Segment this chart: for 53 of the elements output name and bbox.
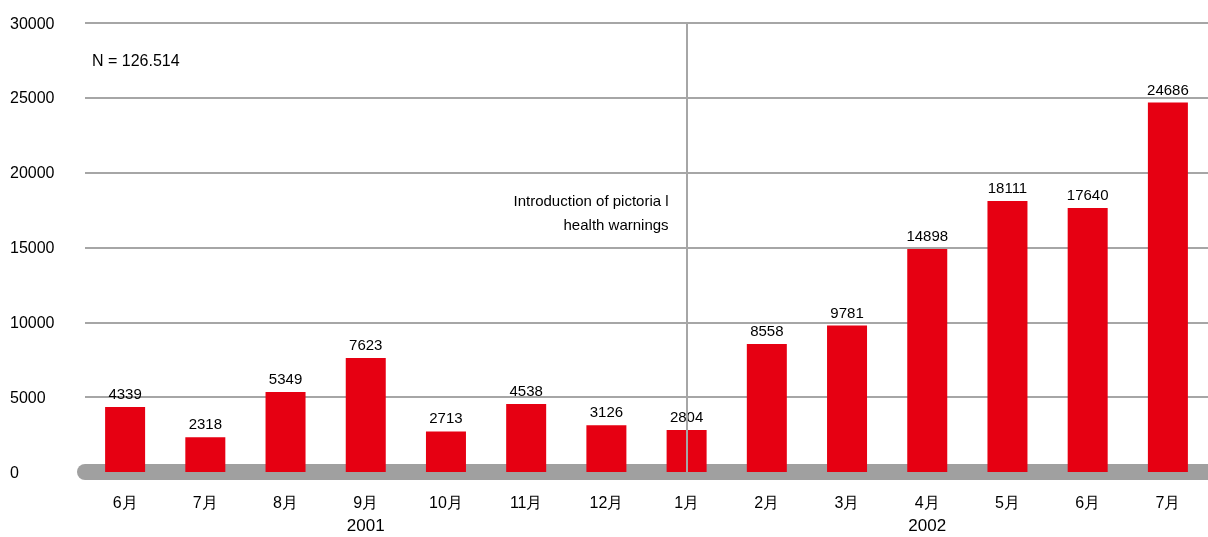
x-tick-label: 7月 — [192, 493, 218, 511]
bar — [345, 357, 386, 472]
data-label: 24686 — [1147, 80, 1189, 98]
bar — [105, 407, 146, 472]
data-label: 5349 — [268, 369, 303, 387]
x-tick-label: 2月 — [754, 493, 780, 511]
y-tick-label: 10000 — [10, 313, 55, 331]
bar — [265, 391, 306, 472]
y-tick-label: 30000 — [10, 14, 55, 32]
x-tick-label: 3月 — [834, 493, 860, 511]
data-label: 7623 — [349, 335, 383, 353]
bar — [987, 200, 1028, 472]
data-label: 2713 — [429, 409, 463, 427]
data-label: 2318 — [188, 415, 223, 433]
x-tick-label: 9月 — [353, 493, 379, 511]
y-tick-label: 20000 — [10, 164, 55, 182]
bar — [506, 404, 547, 472]
x-tick-label: 8月 — [273, 493, 298, 511]
data-label: 8558 — [750, 321, 784, 339]
bar — [1147, 102, 1188, 472]
x-tick-label: 7月 — [1155, 493, 1181, 511]
x-tick-label: 6月 — [1075, 493, 1101, 511]
data-label: 3126 — [589, 403, 624, 421]
y-tick-label: 15000 — [10, 239, 55, 256]
x-tick-label: 12月 — [589, 493, 624, 511]
bar — [185, 437, 226, 472]
x-tick-label: 5月 — [995, 493, 1020, 511]
x-tick-label: 1月 — [674, 493, 700, 511]
text: 2001 — [346, 516, 385, 535]
bar — [586, 425, 627, 472]
data-label: 2804 — [669, 408, 704, 426]
data-label: 4339 — [108, 385, 142, 403]
y-tick-label: 0 — [10, 463, 19, 481]
x-tick-label: 6月 — [112, 493, 138, 511]
data-label: 17640 — [1066, 185, 1109, 203]
bar — [907, 249, 948, 472]
x-tick-label: 4月 — [914, 493, 940, 511]
data-label: 9781 — [830, 303, 864, 321]
ref-line-label: Introduction of pictoria l health warnings — [513, 191, 669, 233]
bar — [1067, 207, 1108, 472]
y-tick-label: 25000 — [10, 89, 55, 107]
annotation: N = 126.514 — [92, 51, 180, 69]
bar — [425, 431, 466, 472]
x-tick-label: 10月 — [429, 493, 463, 511]
text: 2002 — [908, 516, 947, 535]
data-label: 14898 — [906, 227, 949, 245]
data-label: 18111 — [987, 178, 1028, 196]
bar — [827, 325, 868, 472]
data-label: 4538 — [509, 382, 543, 400]
bar — [746, 343, 787, 472]
y-tick-label: 5000 — [10, 388, 46, 406]
bar — [666, 430, 707, 472]
x-tick-label: 11月 — [509, 493, 543, 511]
